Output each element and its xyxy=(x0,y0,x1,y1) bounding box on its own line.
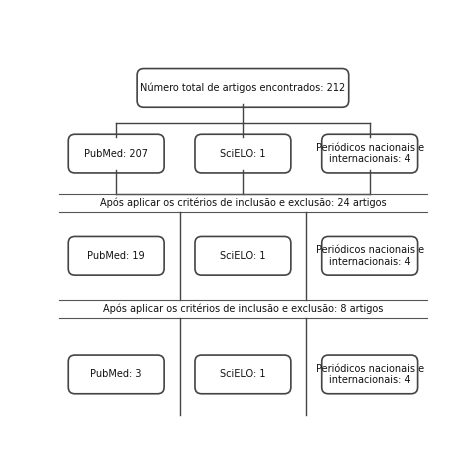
Text: Após aplicar os critérios de inclusão e exclusão: 8 artigos: Após aplicar os critérios de inclusão e … xyxy=(103,303,383,314)
FancyBboxPatch shape xyxy=(195,237,291,275)
FancyBboxPatch shape xyxy=(322,134,418,173)
Text: Número total de artigos encontrados: 212: Número total de artigos encontrados: 212 xyxy=(140,82,346,93)
Text: PubMed: 19: PubMed: 19 xyxy=(87,251,145,261)
Text: Periódicos nacionais e
internacionais: 4: Periódicos nacionais e internacionais: 4 xyxy=(316,245,424,266)
FancyBboxPatch shape xyxy=(322,355,418,394)
Text: PubMed: 207: PubMed: 207 xyxy=(84,149,148,159)
Text: PubMed: 3: PubMed: 3 xyxy=(91,369,142,379)
FancyBboxPatch shape xyxy=(195,355,291,394)
Text: Periódicos nacionais e
internacionais: 4: Periódicos nacionais e internacionais: 4 xyxy=(316,364,424,385)
Text: Após aplicar os critérios de inclusão e exclusão: 24 artigos: Após aplicar os critérios de inclusão e … xyxy=(100,198,386,208)
FancyBboxPatch shape xyxy=(322,237,418,275)
FancyBboxPatch shape xyxy=(68,355,164,394)
Text: SciELO: 1: SciELO: 1 xyxy=(220,369,265,379)
Text: Periódicos nacionais e
internacionais: 4: Periódicos nacionais e internacionais: 4 xyxy=(316,143,424,164)
FancyBboxPatch shape xyxy=(68,237,164,275)
FancyBboxPatch shape xyxy=(137,69,349,107)
Text: SciELO: 1: SciELO: 1 xyxy=(220,149,265,159)
FancyBboxPatch shape xyxy=(68,134,164,173)
FancyBboxPatch shape xyxy=(195,134,291,173)
Text: SciELO: 1: SciELO: 1 xyxy=(220,251,265,261)
